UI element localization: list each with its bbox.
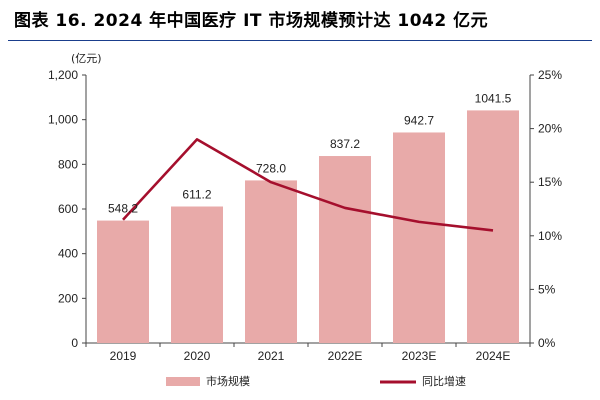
y-tick-label: 600	[58, 202, 78, 216]
bar-value-label: 1041.5	[475, 91, 512, 105]
bar-value-label: 942.7	[404, 113, 434, 127]
bar-value-label: 837.2	[330, 137, 360, 151]
legend: 市场规模 同比增速	[166, 374, 466, 388]
y2-tick-label: 5%	[538, 282, 556, 296]
bar	[245, 180, 297, 343]
line-series	[122, 138, 494, 232]
y2-tick-label: 25%	[538, 68, 562, 82]
bar-series	[97, 110, 519, 343]
bar	[467, 110, 519, 343]
legend-label-line: 同比增速	[422, 374, 466, 388]
data-labels: 548.2 611.2 728.0 837.2 942.7 1041.5	[108, 91, 512, 215]
x-tick-label: 2020	[184, 349, 211, 363]
chart-title: 图表 16. 2024 年中国医疗 IT 市场规模预计达 1042 亿元	[14, 11, 489, 31]
legend-label-bar: 市场规模	[206, 374, 250, 388]
bar-value-label: 728.0	[256, 161, 286, 175]
x-tick-label: 2022E	[328, 349, 363, 363]
y2-tick-label: 15%	[538, 175, 562, 189]
y-tick-label: 1,200	[48, 68, 78, 82]
axes: 0 200 400 600 800 1,000 1,200 0% 5% 10% 15% 20% 25% 2…	[48, 68, 562, 363]
y2-tick-label: 0%	[538, 336, 556, 350]
growth-line	[122, 138, 494, 232]
legend-swatch-bar	[166, 377, 200, 386]
y-tick-label: 800	[58, 157, 78, 171]
bar	[393, 132, 445, 343]
bar-value-label: 548.2	[108, 202, 138, 216]
title-underline	[8, 40, 592, 41]
y-axis-unit-label: (亿元)	[71, 52, 102, 65]
x-tick-label: 2024E	[476, 349, 511, 363]
x-tick-label: 2023E	[402, 349, 437, 363]
y-tick-label: 400	[58, 247, 78, 261]
x-tick-label: 2021	[258, 349, 285, 363]
bar-value-label: 611.2	[182, 187, 211, 201]
y-tick-label: 1,000	[48, 113, 78, 127]
bar	[319, 156, 371, 343]
y-tick-label: 200	[58, 291, 78, 305]
y2-tick-label: 10%	[538, 229, 562, 243]
bar	[171, 206, 223, 343]
x-tick-label: 2019	[110, 349, 137, 363]
y-tick-label: 0	[71, 336, 78, 350]
bar	[97, 220, 149, 343]
y2-tick-label: 20%	[538, 122, 562, 136]
